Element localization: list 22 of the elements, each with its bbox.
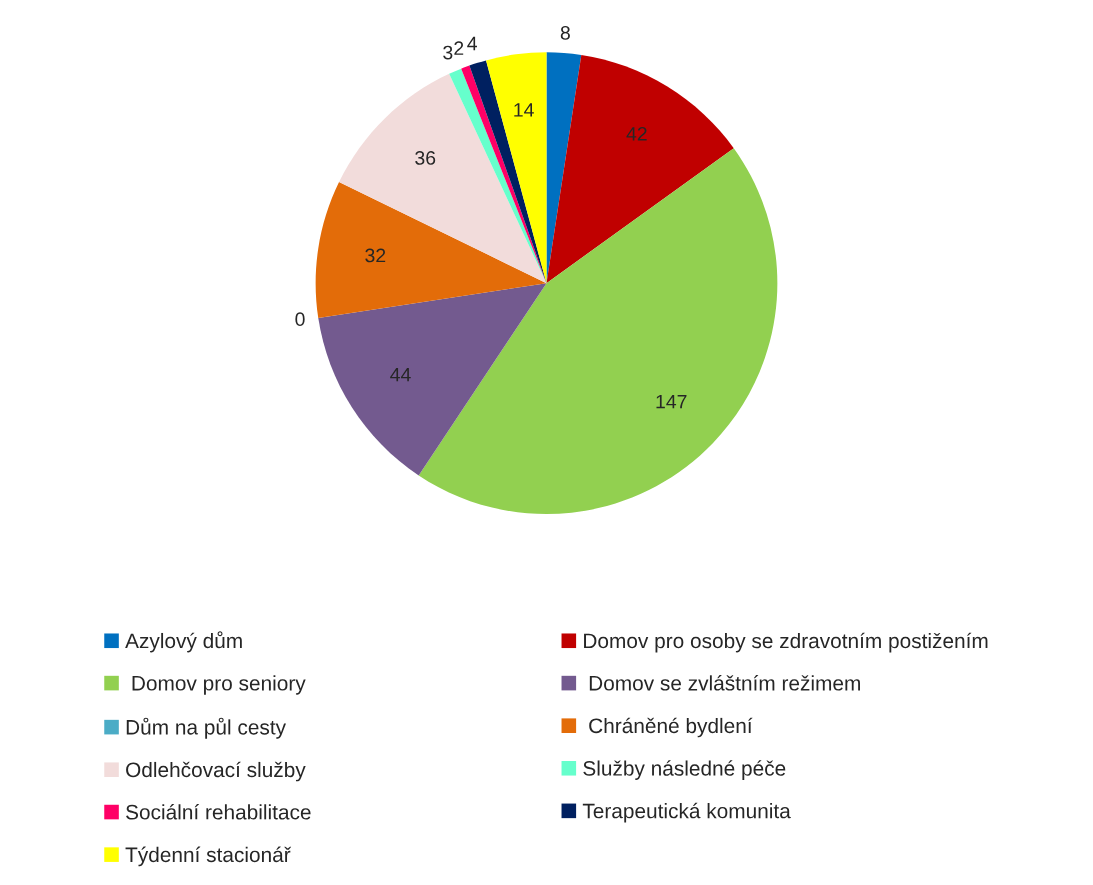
legend-label: Služby následné péče bbox=[583, 760, 786, 780]
data-label: 32 bbox=[365, 248, 386, 263]
data-label: 44 bbox=[390, 367, 411, 382]
data-label: 42 bbox=[626, 126, 647, 141]
data-label: 4 bbox=[467, 36, 477, 51]
data-label: 147 bbox=[656, 394, 687, 409]
legend-label: Domov se zvláštním režimem bbox=[589, 675, 860, 691]
legend-label: Chráněné bydlení bbox=[589, 717, 753, 738]
data-label: 2 bbox=[454, 41, 464, 55]
data-label: 14 bbox=[514, 103, 534, 117]
legend-label: Terapeutická komunita bbox=[582, 802, 791, 823]
legend-label: Sociální rehabilitace bbox=[126, 804, 311, 820]
text: 0 bbox=[295, 312, 305, 327]
legend-label: Domov pro seniory bbox=[132, 675, 306, 695]
data-label: 3 bbox=[443, 45, 453, 60]
legend-label: Domov pro osoby se zdravotním postižením bbox=[584, 632, 988, 653]
legend-label: Týdenní stacionář bbox=[125, 846, 292, 867]
legend-label: Odlehčovací služby bbox=[126, 761, 306, 782]
legend-label: Dům na půl cesty bbox=[126, 717, 286, 739]
data-label: 8 bbox=[560, 26, 570, 40]
data-label: 36 bbox=[415, 151, 436, 165]
legend-label: Azylový dům bbox=[125, 631, 242, 653]
